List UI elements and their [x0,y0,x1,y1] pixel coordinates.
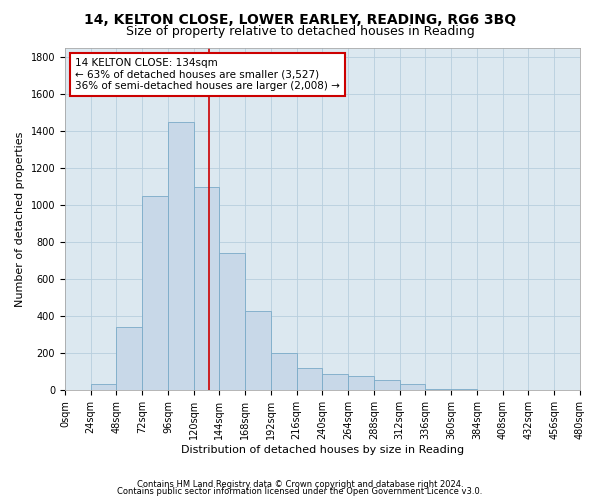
Bar [348,376,374,390]
Bar [168,122,194,390]
Text: 14, KELTON CLOSE, LOWER EARLEY, READING, RG6 3BQ: 14, KELTON CLOSE, LOWER EARLEY, READING,… [84,12,516,26]
Text: Contains HM Land Registry data © Crown copyright and database right 2024.: Contains HM Land Registry data © Crown c… [137,480,463,489]
Text: 14 KELTON CLOSE: 134sqm
← 63% of detached houses are smaller (3,527)
36% of semi: 14 KELTON CLOSE: 134sqm ← 63% of detache… [75,58,340,91]
X-axis label: Distribution of detached houses by size in Reading: Distribution of detached houses by size … [181,445,464,455]
Bar [296,368,322,390]
Bar [194,186,220,390]
Bar [451,389,477,390]
Y-axis label: Number of detached properties: Number of detached properties [15,132,25,306]
Bar [425,388,451,390]
Text: Contains public sector information licensed under the Open Government Licence v3: Contains public sector information licen… [118,487,482,496]
Bar [116,328,142,390]
Bar [91,384,116,390]
Bar [220,254,245,390]
Bar [142,196,168,390]
Text: Size of property relative to detached houses in Reading: Size of property relative to detached ho… [125,25,475,38]
Bar [271,354,296,391]
Bar [400,384,425,390]
Bar [245,311,271,390]
Bar [374,380,400,390]
Bar [322,374,348,390]
